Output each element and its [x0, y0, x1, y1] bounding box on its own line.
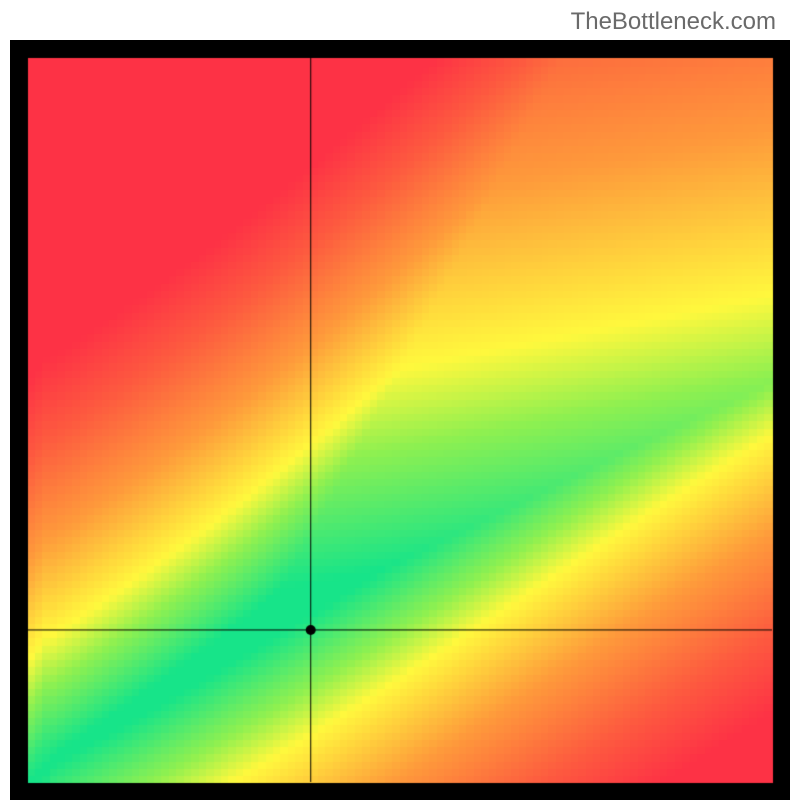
heatmap-canvas [10, 40, 790, 800]
bottleneck-heatmap [10, 40, 790, 800]
watermark-text: TheBottleneck.com [571, 8, 776, 36]
